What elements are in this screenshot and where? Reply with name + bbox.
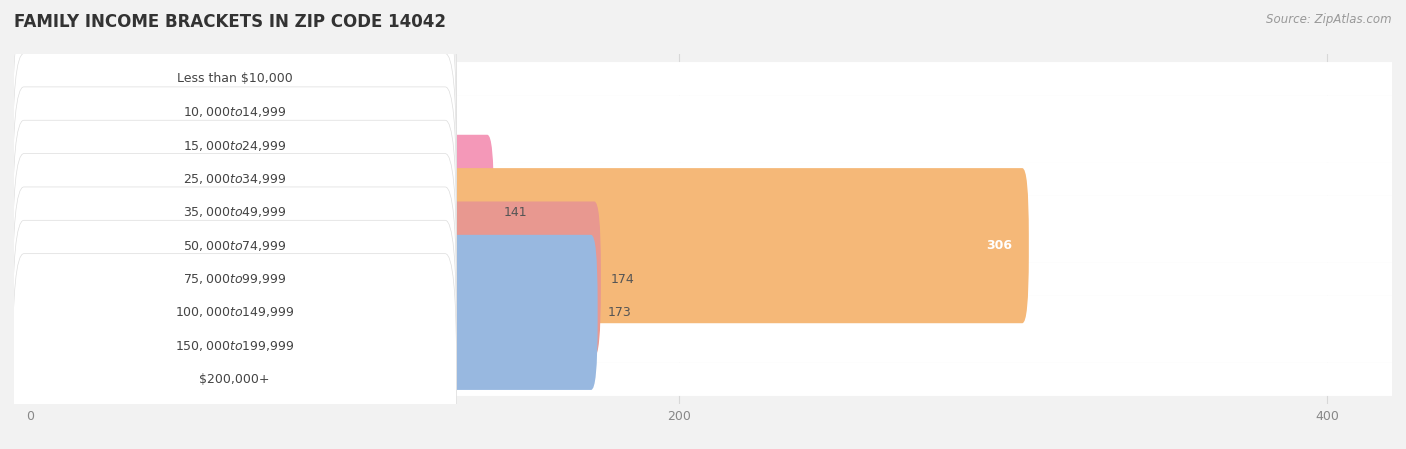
FancyBboxPatch shape: [13, 53, 457, 304]
FancyBboxPatch shape: [24, 68, 322, 223]
Text: 141: 141: [503, 206, 527, 219]
FancyBboxPatch shape: [14, 195, 1406, 229]
FancyBboxPatch shape: [14, 229, 1406, 263]
FancyBboxPatch shape: [24, 101, 329, 256]
FancyBboxPatch shape: [14, 62, 1406, 96]
Text: 173: 173: [607, 306, 631, 319]
FancyBboxPatch shape: [14, 295, 1406, 329]
FancyBboxPatch shape: [24, 1, 235, 156]
FancyBboxPatch shape: [13, 220, 457, 449]
Text: 61: 61: [245, 72, 260, 85]
FancyBboxPatch shape: [13, 120, 457, 371]
Text: $35,000 to $49,999: $35,000 to $49,999: [183, 205, 287, 219]
Text: 88: 88: [332, 139, 347, 152]
FancyBboxPatch shape: [14, 329, 1406, 363]
Text: $15,000 to $24,999: $15,000 to $24,999: [183, 139, 287, 153]
FancyBboxPatch shape: [13, 20, 457, 271]
Text: 68: 68: [267, 373, 283, 386]
FancyBboxPatch shape: [14, 362, 1406, 396]
Text: $75,000 to $99,999: $75,000 to $99,999: [183, 272, 287, 286]
FancyBboxPatch shape: [13, 0, 457, 238]
FancyBboxPatch shape: [24, 135, 494, 290]
FancyBboxPatch shape: [13, 87, 457, 338]
Text: 42: 42: [183, 339, 198, 352]
Text: FAMILY INCOME BRACKETS IN ZIP CODE 14042: FAMILY INCOME BRACKETS IN ZIP CODE 14042: [14, 13, 446, 31]
Text: 90: 90: [339, 172, 354, 185]
FancyBboxPatch shape: [13, 154, 457, 405]
Text: Source: ZipAtlas.com: Source: ZipAtlas.com: [1267, 13, 1392, 26]
Text: 306: 306: [987, 239, 1012, 252]
Text: $200,000+: $200,000+: [200, 373, 270, 386]
Text: 117: 117: [426, 106, 450, 119]
FancyBboxPatch shape: [13, 187, 457, 438]
Text: $100,000 to $149,999: $100,000 to $149,999: [174, 305, 294, 319]
FancyBboxPatch shape: [24, 302, 257, 449]
FancyBboxPatch shape: [14, 262, 1406, 296]
FancyBboxPatch shape: [14, 162, 1406, 196]
FancyBboxPatch shape: [14, 129, 1406, 163]
FancyBboxPatch shape: [24, 168, 1029, 323]
Text: $25,000 to $34,999: $25,000 to $34,999: [183, 172, 287, 186]
FancyBboxPatch shape: [24, 268, 173, 423]
Text: Less than $10,000: Less than $10,000: [177, 72, 292, 85]
FancyBboxPatch shape: [13, 0, 457, 204]
FancyBboxPatch shape: [24, 202, 600, 357]
FancyBboxPatch shape: [13, 254, 457, 449]
FancyBboxPatch shape: [24, 35, 416, 190]
Text: $10,000 to $14,999: $10,000 to $14,999: [183, 105, 287, 119]
FancyBboxPatch shape: [24, 235, 598, 390]
FancyBboxPatch shape: [14, 95, 1406, 129]
Text: $50,000 to $74,999: $50,000 to $74,999: [183, 239, 287, 253]
Text: $150,000 to $199,999: $150,000 to $199,999: [174, 339, 294, 353]
Text: 174: 174: [610, 273, 634, 286]
